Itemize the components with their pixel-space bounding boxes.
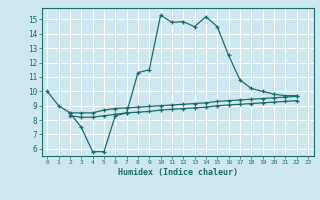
X-axis label: Humidex (Indice chaleur): Humidex (Indice chaleur)	[118, 168, 237, 177]
